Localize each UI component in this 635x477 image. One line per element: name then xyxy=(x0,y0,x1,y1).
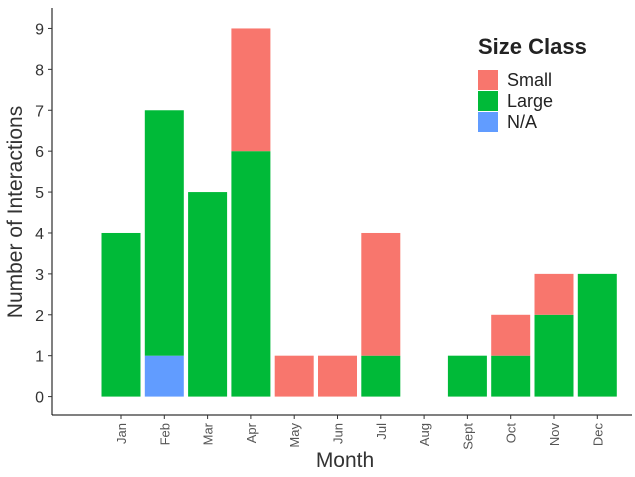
bar-segment xyxy=(577,273,617,397)
legend-title: Size Class xyxy=(478,34,587,59)
y-axis-title: Number of Interactions xyxy=(4,106,27,318)
bar-segment xyxy=(491,355,531,397)
x-axis-title: Month xyxy=(316,449,374,472)
y-tick-label: 7 xyxy=(35,103,44,120)
bar-segment xyxy=(144,355,184,397)
x-tick-label: Mar xyxy=(201,422,216,445)
x-tick-label: Jan xyxy=(114,423,129,444)
y-tick-label: 1 xyxy=(35,349,44,366)
y-tick-label: 6 xyxy=(35,144,44,161)
bar-segment xyxy=(231,151,271,397)
x-tick-label: Feb xyxy=(157,423,172,445)
legend-swatch xyxy=(478,91,498,111)
bar-segment xyxy=(101,232,141,397)
y-tick-label: 9 xyxy=(35,21,44,38)
x-tick-label: Apr xyxy=(244,422,259,443)
legend-swatch xyxy=(478,112,498,132)
bar-segment xyxy=(361,232,401,356)
y-tick-label: 0 xyxy=(35,390,44,407)
x-tick-label: May xyxy=(287,423,302,448)
bar-segment xyxy=(491,314,531,356)
x-tick-label: Jun xyxy=(331,423,346,444)
legend-label: Small xyxy=(507,70,552,90)
legend-label: Large xyxy=(507,91,553,111)
x-tick-label: Oct xyxy=(504,423,519,444)
bar-segment xyxy=(534,314,574,397)
legend-swatch xyxy=(478,70,498,90)
bar-segment xyxy=(231,28,271,152)
x-tick-label: Dec xyxy=(590,423,605,447)
y-tick-label: 8 xyxy=(35,62,44,79)
y-tick-label: 5 xyxy=(35,185,44,202)
y-tick-label: 2 xyxy=(35,308,44,325)
bar-segment xyxy=(447,355,487,397)
bar-segment xyxy=(188,192,228,397)
x-tick-label: Jul xyxy=(374,423,389,440)
bar-segment xyxy=(144,110,184,356)
y-tick-label: 3 xyxy=(35,267,44,284)
bar-segment xyxy=(318,355,357,397)
x-tick-label: Nov xyxy=(547,423,562,447)
bar-segment xyxy=(274,355,314,397)
x-tick-label: Aug xyxy=(417,423,432,446)
bar-segment xyxy=(534,273,574,315)
y-tick-label: 4 xyxy=(35,226,44,243)
x-tick-label: Sept xyxy=(460,423,475,450)
bar-segment xyxy=(361,355,401,397)
legend-label: N/A xyxy=(507,112,537,132)
